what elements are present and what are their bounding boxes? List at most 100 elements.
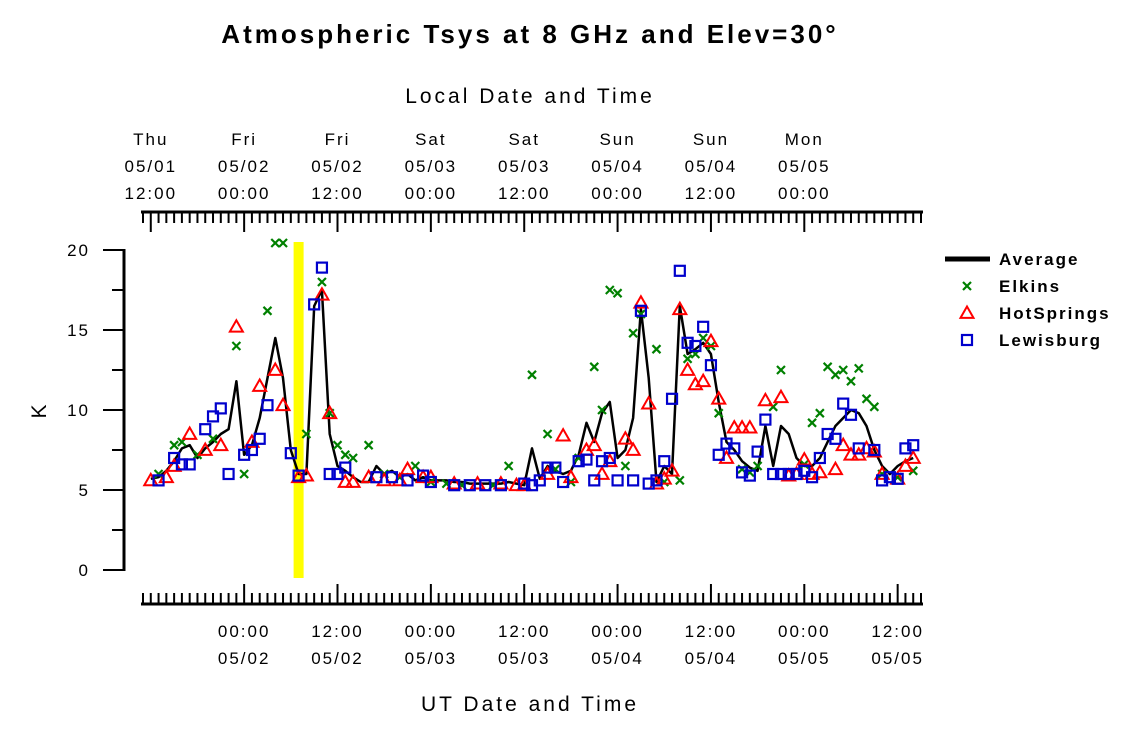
- top-tick-label-date: 05/04: [685, 157, 738, 176]
- point-elkins: [231, 341, 242, 351]
- top-tick-label-day: Sun: [693, 130, 729, 149]
- point-lewisburg: [424, 475, 437, 489]
- point-elkins: [332, 440, 343, 450]
- legend-swatch: [962, 281, 972, 291]
- y-tick-label: 20: [67, 241, 90, 260]
- point-elkins: [822, 362, 833, 372]
- point-lewisburg: [642, 477, 655, 490]
- y-tick-label: 0: [79, 561, 90, 580]
- top-tick-label-day: Mon: [785, 130, 824, 149]
- point-lewisburg: [673, 264, 686, 277]
- top-tick-label-day: Sat: [508, 130, 540, 149]
- point-lewisburg: [704, 359, 718, 372]
- point-lewisburg: [588, 474, 601, 487]
- point-hotsprings: [492, 475, 510, 490]
- point-lewisburg: [650, 474, 663, 487]
- point-lewisburg: [533, 474, 546, 487]
- point-elkins: [317, 277, 327, 287]
- y-tick-label: 5: [79, 481, 90, 500]
- point-lewisburg: [790, 467, 803, 481]
- point-lewisburg: [852, 442, 865, 455]
- point-lewisburg: [183, 458, 196, 471]
- point-elkins: [301, 429, 312, 439]
- point-elkins: [869, 402, 880, 412]
- point-lewisburg: [611, 474, 624, 487]
- top-tick-label-time: 00:00: [405, 184, 458, 203]
- markers-layer: [142, 238, 922, 492]
- point-lewisburg: [837, 397, 850, 410]
- point-lewisburg: [899, 442, 912, 455]
- point-elkins: [861, 394, 872, 404]
- top-tick-label-time: 12:00: [685, 184, 738, 203]
- point-elkins: [169, 440, 179, 450]
- point-hotsprings: [197, 441, 214, 456]
- legend-item-hotsprings: HotSprings: [958, 304, 1111, 323]
- point-lewisburg: [168, 451, 181, 465]
- point-lewisburg: [206, 410, 220, 423]
- point-lewisburg: [782, 467, 795, 481]
- point-elkins: [838, 365, 848, 375]
- bottom-tick-label-time: 12:00: [498, 622, 551, 641]
- point-elkins: [262, 306, 273, 316]
- point-hotsprings: [228, 318, 245, 333]
- point-elkins: [853, 363, 864, 374]
- point-elkins: [340, 450, 351, 460]
- point-lewisburg: [308, 298, 321, 311]
- series-line-average: [150, 288, 914, 487]
- point-elkins: [752, 461, 763, 471]
- point-hotsprings: [772, 388, 790, 404]
- chart-title: Atmospheric Tsys at 8 GHz and Elev=30°: [221, 19, 838, 49]
- point-elkins: [620, 461, 631, 471]
- point-hotsprings: [337, 473, 354, 488]
- point-elkins: [527, 370, 537, 380]
- point-lewisburg: [712, 448, 725, 461]
- point-hotsprings: [554, 427, 572, 442]
- top-tick-label-date: 05/04: [591, 157, 644, 176]
- legend-item-elkins: Elkins: [962, 277, 1059, 296]
- point-hotsprings: [593, 465, 611, 480]
- point-lewisburg: [735, 466, 749, 479]
- point-hotsprings: [671, 300, 689, 316]
- point-lewisburg: [557, 475, 570, 489]
- bottom-tick-label-date: 05/03: [498, 649, 551, 668]
- point-lewisburg: [907, 439, 920, 452]
- point-hotsprings: [866, 443, 883, 458]
- point-elkins: [348, 453, 358, 463]
- point-hotsprings: [274, 396, 292, 412]
- point-lewisburg: [385, 471, 399, 484]
- point-hotsprings: [741, 419, 759, 434]
- point-elkins: [776, 365, 786, 375]
- point-hotsprings: [321, 404, 338, 420]
- point-lewisburg: [743, 469, 756, 482]
- top-tick-label-date: 05/01: [125, 157, 178, 176]
- top-axis-title: Local Date and Time: [405, 85, 655, 108]
- top-tick-label-time: 00:00: [218, 184, 271, 203]
- bottom-tick-label-date: 05/04: [591, 649, 644, 668]
- bottom-tick-label-time: 12:00: [311, 622, 364, 641]
- axes-layer: [103, 210, 923, 606]
- point-lewisburg: [152, 474, 165, 487]
- point-lewisburg: [805, 471, 819, 484]
- point-hotsprings: [640, 395, 657, 410]
- point-elkins: [807, 418, 817, 428]
- point-elkins: [651, 344, 662, 354]
- average-line-layer: [150, 288, 914, 487]
- point-lewisburg: [774, 467, 788, 481]
- point-hotsprings: [212, 436, 230, 452]
- point-lewisburg: [518, 477, 531, 490]
- point-lewisburg: [323, 467, 336, 481]
- point-lewisburg: [829, 432, 842, 445]
- point-lewisburg: [627, 474, 640, 487]
- highlight-band-layer: [293, 242, 304, 578]
- point-hotsprings: [399, 460, 416, 476]
- point-hotsprings: [313, 286, 331, 301]
- legend-label: HotSprings: [999, 304, 1111, 323]
- bottom-tick-label-time: 12:00: [871, 622, 924, 641]
- point-elkins: [208, 434, 218, 444]
- point-hotsprings: [663, 462, 681, 477]
- point-lewisburg: [448, 479, 461, 492]
- legend-item-average: Average: [945, 250, 1077, 269]
- point-elkins: [628, 328, 638, 338]
- point-elkins: [675, 475, 685, 486]
